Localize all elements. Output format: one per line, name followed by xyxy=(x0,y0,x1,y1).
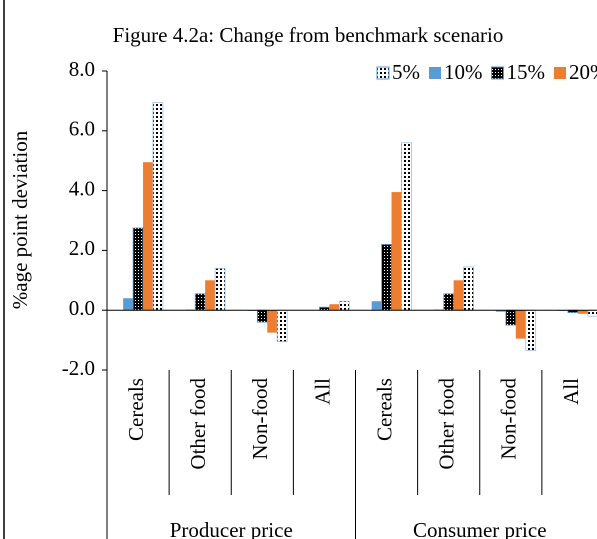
bar xyxy=(214,267,226,311)
legend-swatch xyxy=(429,67,441,79)
bar xyxy=(132,227,144,311)
group-label: Consumer price xyxy=(413,518,547,539)
chart-title: Figure 4.2a: Change from benchmark scena… xyxy=(113,23,504,47)
x-tick-label: Other food xyxy=(435,378,459,470)
bar xyxy=(391,192,402,311)
bar xyxy=(443,293,455,311)
bar xyxy=(577,310,588,314)
legend-label: 10% xyxy=(444,60,483,84)
x-tick-label: All xyxy=(559,378,583,405)
bar xyxy=(338,300,350,311)
bar xyxy=(587,309,597,317)
bar xyxy=(152,101,164,311)
x-tick-label: Cereals xyxy=(124,378,148,441)
y-tick-label: 6.0 xyxy=(69,117,95,141)
x-tick-label: Cereals xyxy=(372,378,396,441)
group-label: Producer price xyxy=(170,518,293,539)
y-tick-label: 0.0 xyxy=(69,296,95,320)
legend-swatch xyxy=(554,67,566,79)
bar xyxy=(495,310,506,312)
bar xyxy=(143,162,153,311)
legend-swatch xyxy=(491,66,504,80)
y-tick-label: 4.0 xyxy=(69,176,95,200)
x-tick-label: All xyxy=(310,378,334,405)
bar xyxy=(463,266,474,311)
legend-label: 5% xyxy=(392,60,420,84)
bar xyxy=(329,304,340,311)
bar xyxy=(371,301,382,311)
y-axis-label: %age point deviation xyxy=(8,130,32,309)
legend-label: 15% xyxy=(507,60,546,84)
bar xyxy=(515,310,526,339)
bar xyxy=(194,293,206,311)
bar xyxy=(525,309,537,351)
bar xyxy=(205,280,216,311)
bar xyxy=(505,309,517,326)
legend-swatch xyxy=(376,66,390,80)
x-tick-label: Non-food xyxy=(248,378,272,460)
bar xyxy=(256,309,268,323)
y-tick-label: -2.0 xyxy=(62,356,95,380)
y-tick-label: 8.0 xyxy=(69,57,95,81)
x-tick-label: Non-food xyxy=(497,378,521,460)
x-tick-label: Other food xyxy=(186,378,210,470)
bar xyxy=(267,310,278,333)
bar xyxy=(381,244,392,311)
y-tick-label: 2.0 xyxy=(69,236,95,260)
bar xyxy=(453,280,464,311)
legend-label: 20% xyxy=(569,60,597,84)
bar xyxy=(123,298,134,311)
bar xyxy=(401,142,412,311)
bar xyxy=(276,309,288,342)
